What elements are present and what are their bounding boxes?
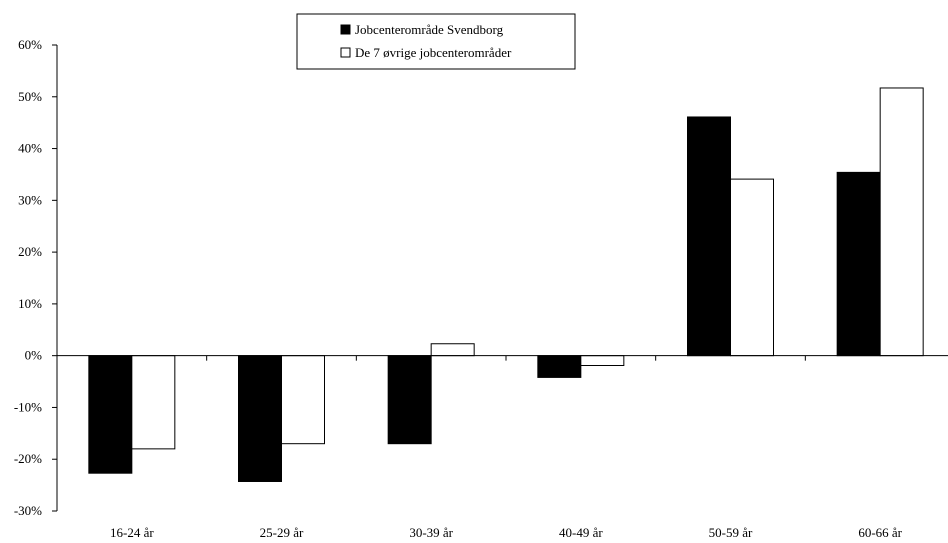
y-tick-label: 0% bbox=[25, 348, 43, 363]
legend-label-svendborg: Jobcenterområde Svendborg bbox=[355, 22, 504, 37]
y-tick-label: 50% bbox=[18, 89, 42, 104]
y-tick-label: 10% bbox=[18, 296, 42, 311]
bar-series-2 bbox=[131, 355, 176, 450]
y-tick-label: -30% bbox=[14, 503, 42, 518]
bar-series-1 bbox=[836, 171, 881, 357]
y-tick-label: -20% bbox=[14, 451, 42, 466]
y-tick-label: -10% bbox=[14, 399, 42, 414]
y-tick-label: 20% bbox=[18, 244, 42, 259]
x-tick-label: 40-49 år bbox=[559, 525, 603, 540]
legend-box bbox=[296, 13, 576, 70]
x-tick-label: 30-39 år bbox=[409, 525, 453, 540]
bar-series-1 bbox=[88, 355, 133, 474]
legend-swatch-others bbox=[340, 47, 351, 58]
bar-series-2 bbox=[730, 178, 774, 357]
bar-series-2 bbox=[580, 355, 625, 367]
y-tick-label: 40% bbox=[18, 141, 42, 156]
bar-series-1 bbox=[687, 116, 731, 357]
x-tick-label: 60-66 år bbox=[858, 525, 902, 540]
bar-series-2 bbox=[281, 355, 325, 445]
legend-swatch-svendborg bbox=[340, 24, 351, 35]
bar-series-2 bbox=[430, 343, 475, 357]
y-tick-label: 60% bbox=[18, 37, 42, 52]
bar-series-2 bbox=[879, 87, 924, 357]
bar-series-1 bbox=[387, 355, 432, 445]
x-tick-label: 25-29 år bbox=[260, 525, 304, 540]
x-tick-label: 50-59 år bbox=[709, 525, 753, 540]
bar-series-1 bbox=[537, 355, 582, 378]
y-tick-label: 30% bbox=[18, 192, 42, 207]
legend: Jobcenterområde Svendborg De 7 øvrige jo… bbox=[296, 13, 576, 70]
bar-series-1 bbox=[238, 355, 282, 482]
x-tick-label: 16-24 år bbox=[110, 525, 154, 540]
legend-label-others: De 7 øvrige jobcenterområder bbox=[355, 45, 512, 60]
plot-area: -30% -20% -10% 0% 10% 20% 30% 40% 50% 60% 16-24 år… bbox=[14, 37, 948, 540]
